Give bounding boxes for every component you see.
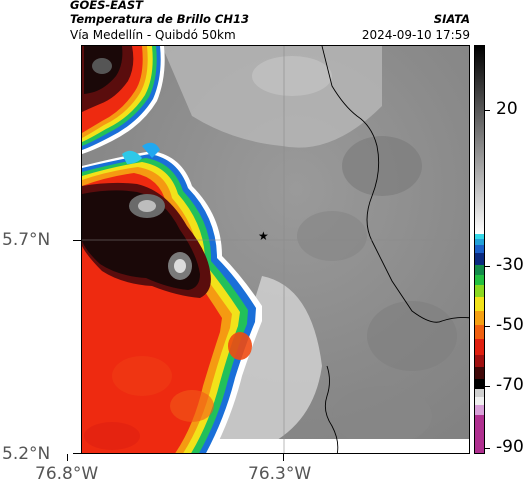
colorbar-label-minus50: -50 [496, 315, 524, 335]
lon-tick-2 [283, 454, 284, 461]
lon-tick-1 [67, 454, 68, 461]
lat-label-5-7: 5.7°N [2, 230, 51, 250]
colorbar-label-minus70: -70 [496, 375, 524, 395]
datetime-label: 2024-09-10 17:59 [361, 28, 470, 42]
colorbar-label-minus30: -30 [496, 255, 524, 275]
region-subtitle: Vía Medellín - Quibdó 50km [70, 28, 236, 42]
product-title: Temperatura de Brillo CH13 [70, 12, 249, 26]
location-star-icon: ★ [258, 229, 269, 243]
satellite-title: GOES-EAST [70, 0, 144, 12]
agency-label: SIATA [433, 12, 470, 26]
colorbar-label-minus90: -90 [496, 437, 524, 457]
lat-label-5-2: 5.2°N [2, 444, 51, 464]
colorbar-label-20: 20 [496, 99, 518, 119]
lon-label-76-3: 76.3°W [248, 464, 312, 484]
lon-label-76-8: 76.8°W [35, 464, 99, 484]
department-border [321, 46, 469, 323]
department-border-south [324, 365, 339, 453]
lat-tick-2 [73, 453, 81, 454]
map-canvas [82, 46, 469, 453]
lat-tick-1 [73, 240, 81, 241]
satellite-map: ★ [81, 45, 470, 454]
colorbar [474, 45, 485, 454]
